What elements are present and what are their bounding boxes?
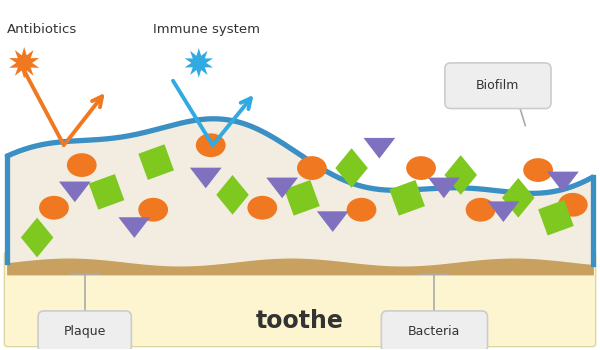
Polygon shape xyxy=(21,218,53,257)
Ellipse shape xyxy=(67,153,97,177)
FancyBboxPatch shape xyxy=(4,251,596,346)
Ellipse shape xyxy=(347,198,376,222)
Polygon shape xyxy=(335,148,368,188)
Polygon shape xyxy=(185,48,213,78)
Polygon shape xyxy=(445,155,477,195)
Polygon shape xyxy=(364,138,395,159)
Polygon shape xyxy=(389,180,425,216)
Ellipse shape xyxy=(138,198,168,222)
FancyBboxPatch shape xyxy=(382,311,487,350)
Ellipse shape xyxy=(196,133,226,157)
Text: Immune system: Immune system xyxy=(153,23,260,36)
Polygon shape xyxy=(139,144,174,180)
Polygon shape xyxy=(502,178,535,218)
Text: Bacteria: Bacteria xyxy=(408,325,461,338)
Polygon shape xyxy=(428,177,460,198)
Ellipse shape xyxy=(558,193,587,217)
FancyBboxPatch shape xyxy=(38,311,131,350)
Text: toothe: toothe xyxy=(256,309,344,333)
Ellipse shape xyxy=(39,196,69,220)
Text: Plaque: Plaque xyxy=(64,325,106,338)
Polygon shape xyxy=(487,201,519,222)
Polygon shape xyxy=(216,175,249,215)
Polygon shape xyxy=(59,182,91,202)
Ellipse shape xyxy=(297,156,327,180)
Polygon shape xyxy=(538,200,574,236)
Polygon shape xyxy=(118,217,150,238)
Polygon shape xyxy=(317,211,349,232)
Polygon shape xyxy=(284,180,320,216)
Polygon shape xyxy=(190,168,221,188)
Text: Biofilm: Biofilm xyxy=(476,79,520,92)
Polygon shape xyxy=(89,174,124,210)
Ellipse shape xyxy=(247,196,277,220)
Polygon shape xyxy=(547,172,579,192)
Text: Antibiotics: Antibiotics xyxy=(7,23,77,36)
Ellipse shape xyxy=(406,156,436,180)
Ellipse shape xyxy=(523,158,553,182)
FancyBboxPatch shape xyxy=(445,63,551,108)
Ellipse shape xyxy=(466,198,496,222)
Polygon shape xyxy=(266,177,298,198)
Polygon shape xyxy=(9,47,40,79)
